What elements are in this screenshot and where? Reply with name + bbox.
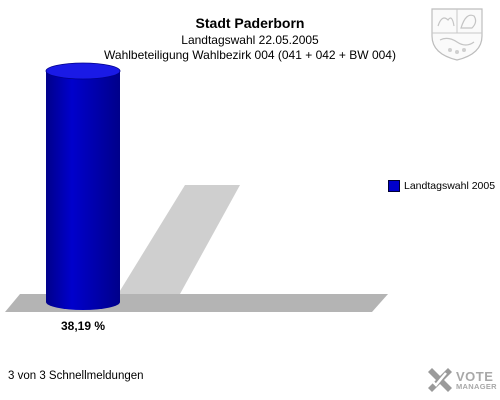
logo-word-manager: MANAGER [456, 381, 497, 391]
chart-title: Stadt Paderborn [195, 15, 305, 31]
footer-status: 3 von 3 Schnellmeldungen [8, 370, 144, 382]
bar-0 [46, 71, 120, 310]
bar-value-label-0: 38,19 % [61, 319, 105, 333]
bar-top-0 [45, 62, 121, 80]
chart-subtitle-detail: Wahlbeteiligung Wahlbezirk 004 (041 + 04… [104, 48, 396, 62]
chart-back-wall [118, 185, 240, 294]
chart-legend: Landtagswahl 2005 [388, 180, 495, 192]
vote-manager-logo-icon [428, 368, 452, 392]
legend-label: Landtagswahl 2005 [404, 180, 496, 192]
coat-of-arms-icon [428, 6, 486, 67]
vote-manager-logo: VOTE MANAGER [425, 366, 497, 394]
logo-word-vote: VOTE [456, 368, 494, 384]
legend-swatch [388, 180, 400, 192]
chart-subtitle: Landtagswahl 22.05.2005 [181, 33, 319, 47]
